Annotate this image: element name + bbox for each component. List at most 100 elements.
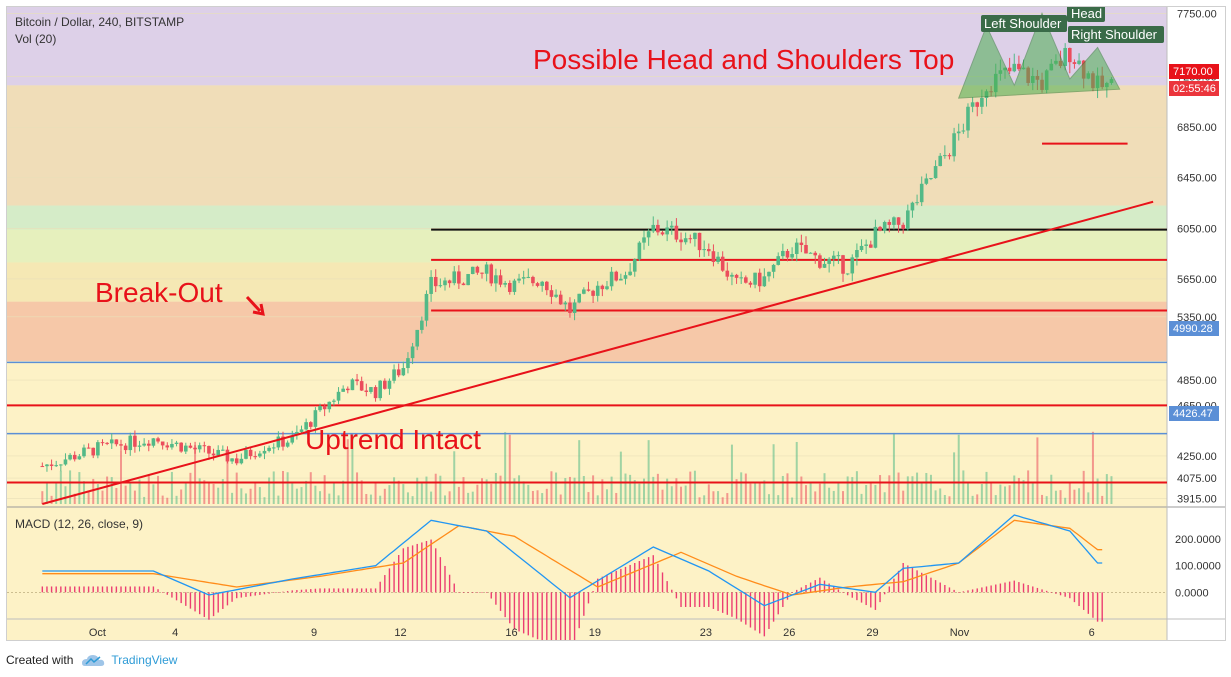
time-tick-4: 16 <box>505 627 517 639</box>
candle-body-63 <box>332 400 336 402</box>
volume-bar-131 <box>647 440 650 504</box>
volume-bar-139 <box>684 485 687 504</box>
candle-body-154 <box>753 272 757 285</box>
horizontal-levels[interactable] <box>7 142 1167 484</box>
volume-bar-10 <box>87 491 90 504</box>
volume-bar-146 <box>717 491 720 504</box>
annotation-breakout[interactable]: Break-Out <box>95 277 223 308</box>
macd-hist-141 <box>694 592 696 607</box>
candle-body-153 <box>748 282 753 285</box>
candle-body-189 <box>915 202 919 204</box>
macd-hist-56 <box>300 589 303 593</box>
macd-hist-127 <box>629 564 631 593</box>
volume-bar-34 <box>198 478 201 504</box>
candle-body-182 <box>882 222 887 231</box>
volume-bar-187 <box>906 476 909 504</box>
candle-body-121 <box>600 285 605 290</box>
candle-body-29 <box>174 442 179 444</box>
macd-hist-49 <box>268 592 270 594</box>
macd-hist-73 <box>379 581 381 593</box>
label-left-shoulder[interactable]: Left Shoulder <box>981 15 1067 32</box>
macd-hist-129 <box>638 561 641 593</box>
price-chart[interactable]: 7750.007250.006850.006450.006050.005650.… <box>7 7 1226 641</box>
volume-bar-115 <box>573 477 576 504</box>
volume-bar-45 <box>249 488 252 504</box>
macd-hist-66 <box>347 588 349 593</box>
trendline[interactable] <box>42 200 1154 505</box>
macd-hist-84 <box>430 539 432 593</box>
candle-body-176 <box>855 250 859 258</box>
macd-hist-8 <box>78 586 81 593</box>
footer-brand[interactable]: TradingView <box>111 653 178 667</box>
volume-bar-68 <box>356 472 359 504</box>
volume-bar-55 <box>295 488 298 504</box>
tradingview-cloud-icon[interactable] <box>81 653 105 667</box>
label-right-shoulder[interactable]: Right Shoulder <box>1068 26 1164 43</box>
macd-hist-187 <box>907 565 909 593</box>
candle-body-59 <box>313 410 318 427</box>
signal-line <box>42 519 1103 596</box>
macd-hist-38 <box>217 592 219 613</box>
macd-tick-0: 200.0000 <box>1175 534 1221 546</box>
candle-body-102 <box>512 280 517 292</box>
volume-bar-198 <box>957 434 960 504</box>
macd-hist-229 <box>1101 592 1103 622</box>
candle-body-17 <box>119 444 123 446</box>
candle-body-117 <box>582 289 586 294</box>
macd-hist-34 <box>198 592 201 615</box>
macd-hist-43 <box>240 592 243 598</box>
macd-hist-153 <box>749 592 752 628</box>
volume-bar-88 <box>448 491 451 504</box>
candle-body-139 <box>683 238 688 243</box>
candle-body-110 <box>549 290 554 297</box>
candle-body-75 <box>387 380 392 389</box>
candle-body-60 <box>318 406 322 411</box>
macd-hist-32 <box>189 592 192 609</box>
chart-frame[interactable]: 7750.007250.006850.006450.006050.005650.… <box>6 6 1226 641</box>
annotation-uptrend[interactable]: Uptrend Intact <box>305 424 481 455</box>
macd-hist-144 <box>708 592 710 607</box>
candle-body-113 <box>563 302 568 305</box>
macd-hist-21 <box>138 586 141 593</box>
candle-body-57 <box>304 422 308 430</box>
volume-bar-197 <box>953 452 956 504</box>
macd-hist-207 <box>999 583 1002 593</box>
candle-body-149 <box>730 274 734 277</box>
candle-body-0 <box>40 466 45 468</box>
volume-bar-194 <box>939 488 942 504</box>
candle-body-202 <box>975 102 980 107</box>
annotation-title[interactable]: Possible Head and Shoulders Top <box>533 44 954 75</box>
label-head[interactable]: Head <box>1067 7 1105 22</box>
candle-body-112 <box>558 294 563 305</box>
candle-body-77 <box>396 369 401 376</box>
zone-4 <box>7 262 1167 302</box>
macd-hist-67 <box>351 588 354 593</box>
macd-hist-119 <box>592 591 594 593</box>
volume-bar-221 <box>1064 497 1067 504</box>
macd-hist-133 <box>657 563 659 593</box>
zone-5 <box>7 301 1167 362</box>
macd-hist-95 <box>481 592 483 593</box>
volume-bar-39 <box>221 479 224 504</box>
candle-body-148 <box>725 270 730 277</box>
candle-body-24 <box>151 438 156 446</box>
volume-bar-24 <box>152 484 155 504</box>
macd-hist-224 <box>1078 592 1080 607</box>
candle-body-155 <box>757 272 762 287</box>
candle-body-210 <box>1012 63 1017 72</box>
head-shoulders-pattern[interactable] <box>957 11 1121 99</box>
candle-body-19 <box>128 435 133 451</box>
zone-2 <box>7 205 1167 230</box>
volume-bar-156 <box>763 480 766 504</box>
macd-hist-104 <box>522 592 525 634</box>
macd-tick-1: 100.0000 <box>1175 561 1221 573</box>
macd-hist-85 <box>435 548 437 593</box>
macd-hist-78 <box>402 548 405 593</box>
volume-bar-120 <box>596 495 599 504</box>
volume-bar-125 <box>619 451 622 504</box>
volume-bar-7 <box>73 493 76 504</box>
macd-hist-46 <box>254 592 256 596</box>
svg-text:4426.47: 4426.47 <box>1173 408 1213 420</box>
trendline-segment <box>42 200 1154 505</box>
candle-body-65 <box>341 388 345 392</box>
